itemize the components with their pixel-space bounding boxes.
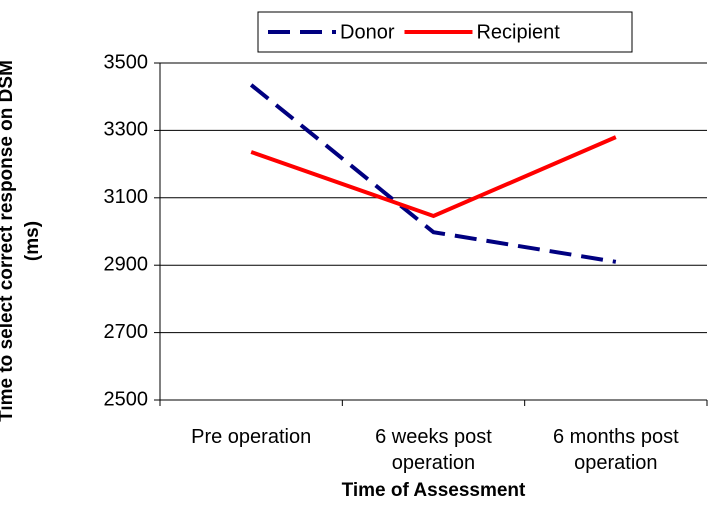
y-tick-label: 2700 [104, 321, 149, 343]
line-series [250, 135, 617, 219]
legend-label: Recipient [476, 21, 560, 43]
y-tick-label: 2500 [104, 388, 149, 410]
y-tick-label: 3300 [104, 119, 149, 141]
x-axis-label: Time of Assessment [341, 480, 526, 501]
x-tick-label: 6 months post operation [553, 426, 679, 474]
legend-label: Donor [340, 21, 395, 43]
x-tick-label: Pre operation [191, 426, 312, 448]
line-series [249, 83, 617, 264]
y-tick-label: 3100 [104, 186, 149, 208]
y-tick-label: 3500 [104, 51, 149, 73]
y-axis-label: Time to select correct response on DSM (… [0, 60, 43, 422]
x-tick-label: 6 weeks post operation [375, 426, 492, 474]
y-tick-label: 2900 [104, 253, 149, 275]
